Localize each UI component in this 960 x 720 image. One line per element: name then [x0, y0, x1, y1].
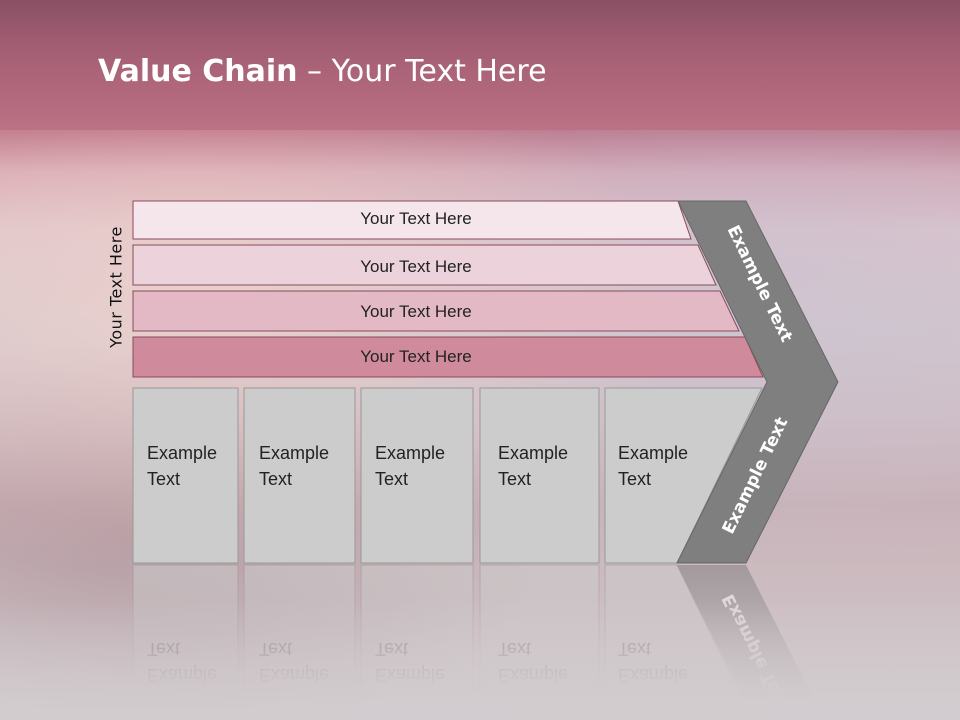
- box-3: [360, 387, 474, 564]
- row-3: [132, 290, 740, 332]
- box-3-line2: Text: [375, 469, 408, 489]
- box-2-line1: Example: [259, 443, 329, 463]
- box-1: [132, 387, 239, 564]
- box-4-line2: Text: [498, 469, 531, 489]
- box-5-line1: Example: [618, 443, 688, 463]
- row-1-label: Your Text Here: [360, 209, 472, 228]
- box-2-line2: Text: [259, 469, 292, 489]
- box-3-line1: Example: [375, 443, 445, 463]
- row-4-label: Your Text Here: [360, 347, 472, 366]
- bottom-fade: [0, 600, 960, 720]
- box-4-line1: Example: [498, 443, 568, 463]
- row-3-label: Your Text Here: [360, 302, 472, 321]
- box-5-line2: Text: [618, 469, 651, 489]
- box-4: [479, 387, 600, 564]
- box-1-line2: Text: [147, 469, 180, 489]
- slide-title: Value Chain – Your Text Here: [98, 54, 547, 89]
- row-1: [132, 200, 692, 240]
- row-2: [132, 244, 717, 286]
- row-2-label: Your Text Here: [360, 257, 472, 276]
- title-rest: – Your Text Here: [297, 54, 547, 89]
- title-bold: Value Chain: [98, 54, 298, 89]
- chevron-arrow: [676, 200, 839, 564]
- box-2: [243, 387, 356, 564]
- box-1-line1: Example: [147, 443, 217, 463]
- row-4: [132, 336, 764, 378]
